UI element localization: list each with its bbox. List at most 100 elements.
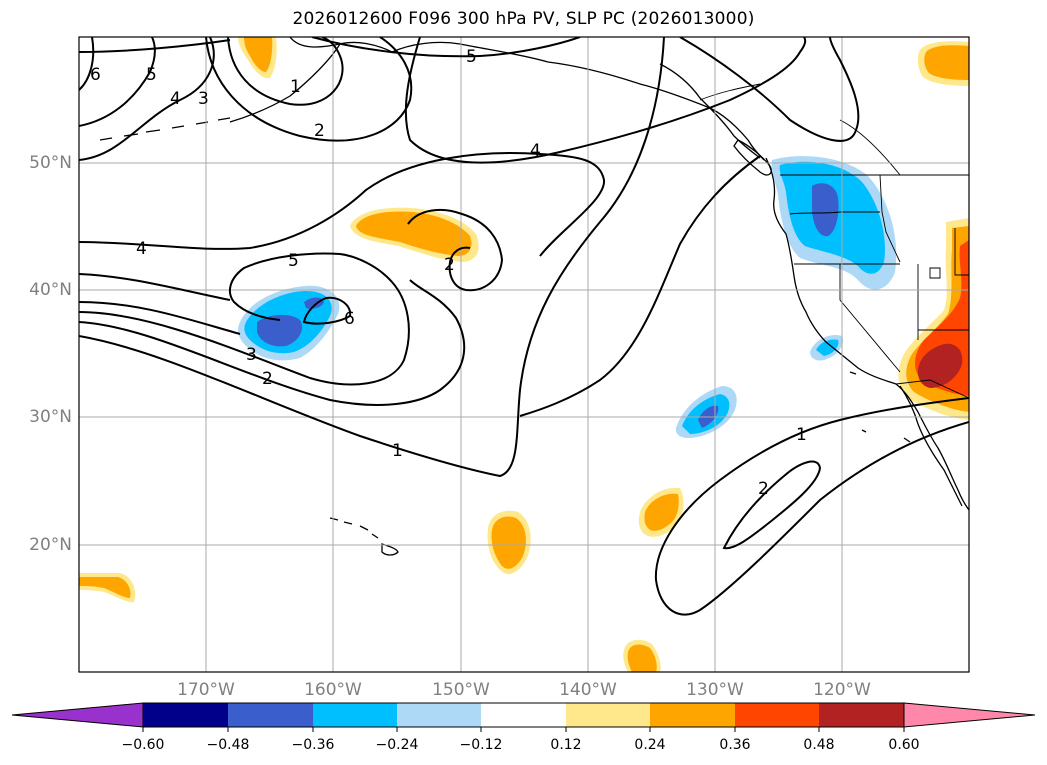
colorbar-frame bbox=[142, 702, 905, 728]
coastline-se-alaska bbox=[659, 63, 761, 159]
contour-1-ne bbox=[519, 155, 761, 417]
colorbar-segment bbox=[228, 703, 313, 727]
great-salt-lake bbox=[929, 267, 941, 279]
longitude-label: 160°W bbox=[304, 680, 362, 700]
contour-label: 2 bbox=[314, 121, 325, 141]
pv-anomaly-tropical-bottom-core bbox=[627, 644, 657, 672]
coastline-alaska-peninsula bbox=[229, 43, 341, 123]
border-canada-provinces bbox=[839, 119, 901, 176]
colorbar-tick-label: 0.48 bbox=[803, 737, 835, 753]
political-borders bbox=[699, 83, 969, 399]
contour-label: 4 bbox=[170, 89, 181, 109]
contour-label: 2 bbox=[444, 255, 455, 275]
longitude-label: 130°W bbox=[686, 680, 744, 700]
colorbar-segment bbox=[566, 703, 650, 727]
longitude-label: 140°W bbox=[559, 680, 617, 700]
contour-outer-3 bbox=[79, 252, 410, 386]
contour-label: 6 bbox=[344, 309, 355, 329]
longitude-label: 150°W bbox=[432, 680, 490, 700]
contour-outer-2 bbox=[79, 279, 466, 406]
pv-anomaly-tropical-146w-core bbox=[491, 516, 526, 569]
contour-label: 4 bbox=[136, 239, 147, 259]
border-alaska-canada bbox=[699, 83, 761, 101]
pv-negative-anomalies bbox=[238, 156, 897, 438]
pv-anomaly-tropical-134w-core bbox=[644, 493, 679, 531]
contour-outer-4 bbox=[79, 301, 241, 335]
pv-anomaly-aleutian-core bbox=[244, 37, 273, 72]
border-us-mexico bbox=[895, 379, 969, 399]
colorbar-tick-label: −0.48 bbox=[206, 737, 250, 753]
colorbar bbox=[11, 702, 1036, 732]
hawaii-islands bbox=[329, 517, 399, 556]
colorbar-segment bbox=[397, 703, 481, 727]
contour-label: 5 bbox=[146, 65, 157, 85]
border-wa-or bbox=[789, 211, 880, 215]
contour-upper-1 bbox=[227, 37, 344, 106]
map-frame bbox=[78, 36, 970, 673]
gridlines bbox=[79, 37, 969, 672]
contour-label: 3 bbox=[246, 345, 257, 365]
contour-label: 2 bbox=[758, 479, 769, 499]
pv-anomaly-central-pacific-max2 bbox=[304, 297, 324, 309]
contour-label: 1 bbox=[796, 425, 807, 445]
pv-positive-anomalies bbox=[79, 37, 969, 672]
pv-anomaly-top-right-core bbox=[924, 45, 969, 80]
colorbar-segment bbox=[481, 703, 566, 727]
colorbar-tick-label: −0.36 bbox=[291, 737, 335, 753]
slp-contours bbox=[79, 37, 969, 616]
contour-outer-5 bbox=[79, 273, 231, 301]
contour-6-center bbox=[302, 296, 352, 325]
border-idaho bbox=[879, 174, 901, 263]
colorbar-segment bbox=[735, 703, 819, 727]
colorbar-tick-label: −0.60 bbox=[121, 737, 165, 753]
contour-labels: 6 5 4 3 1 2 5 4 4 5 6 3 2 2 1 1 2 bbox=[90, 47, 807, 499]
colorbar-tick-label: −0.24 bbox=[375, 737, 419, 753]
contour-2-south bbox=[722, 460, 822, 550]
contour-4-north bbox=[404, 37, 807, 164]
pv-anomaly-socal-small-core bbox=[816, 339, 839, 356]
contour-upper-4 bbox=[79, 37, 215, 161]
colorbar-tick-label: 0.24 bbox=[634, 737, 666, 753]
colorbar-segment bbox=[650, 703, 735, 727]
contour-label: 3 bbox=[198, 89, 209, 109]
latitude-label: 40°N bbox=[29, 280, 72, 300]
latitude-label: 20°N bbox=[29, 535, 72, 555]
contour-big-right bbox=[679, 37, 860, 142]
border-ca-nv bbox=[839, 264, 901, 373]
contour-label: 6 bbox=[90, 65, 101, 85]
colorbar-tick-label: 0.60 bbox=[888, 737, 920, 753]
contour-upper-3 bbox=[79, 37, 95, 91]
pv-anomaly-southwest-us-max bbox=[918, 343, 963, 388]
small-islands-socal bbox=[849, 371, 911, 443]
map-title: 2026012600 F096 300 hPa PV, SLP PC (2026… bbox=[292, 9, 755, 29]
colorbar-ticks bbox=[142, 727, 905, 732]
latitude-label: 50°N bbox=[29, 153, 72, 173]
contour-label: 5 bbox=[288, 251, 299, 271]
coastline-alaska bbox=[289, 37, 765, 161]
coastline-baja bbox=[899, 385, 963, 507]
contour-outer-1 bbox=[79, 37, 665, 478]
contour-4-left bbox=[79, 152, 606, 257]
contour-1-south bbox=[654, 397, 969, 616]
border-montana bbox=[954, 228, 969, 276]
map-background bbox=[79, 37, 969, 672]
island-vancouver bbox=[733, 139, 772, 176]
pv-anomaly-central-pacific-max bbox=[257, 314, 303, 347]
colorbar-extend-high bbox=[903, 702, 1036, 728]
contour-label: 2 bbox=[262, 369, 273, 389]
longitude-label: 170°W bbox=[177, 680, 235, 700]
contour-label: 4 bbox=[530, 141, 541, 161]
contour-upper-5 bbox=[79, 37, 581, 58]
contour-upper-4b bbox=[79, 37, 156, 127]
colorbar-tick-label: 0.36 bbox=[719, 737, 751, 753]
colorbar-segment bbox=[313, 703, 397, 727]
contour-2-gulf bbox=[407, 208, 504, 292]
longitude-label: 120°W bbox=[813, 680, 871, 700]
pv-anomaly-pacific-nw-max bbox=[812, 183, 839, 237]
colorbar-tick-label: −0.12 bbox=[459, 737, 503, 753]
colorbar-segment bbox=[819, 703, 904, 727]
contour-label: 5 bbox=[466, 47, 477, 67]
pv-anomaly-left-edge-core bbox=[79, 577, 131, 598]
colorbar-extend-low bbox=[11, 702, 144, 728]
